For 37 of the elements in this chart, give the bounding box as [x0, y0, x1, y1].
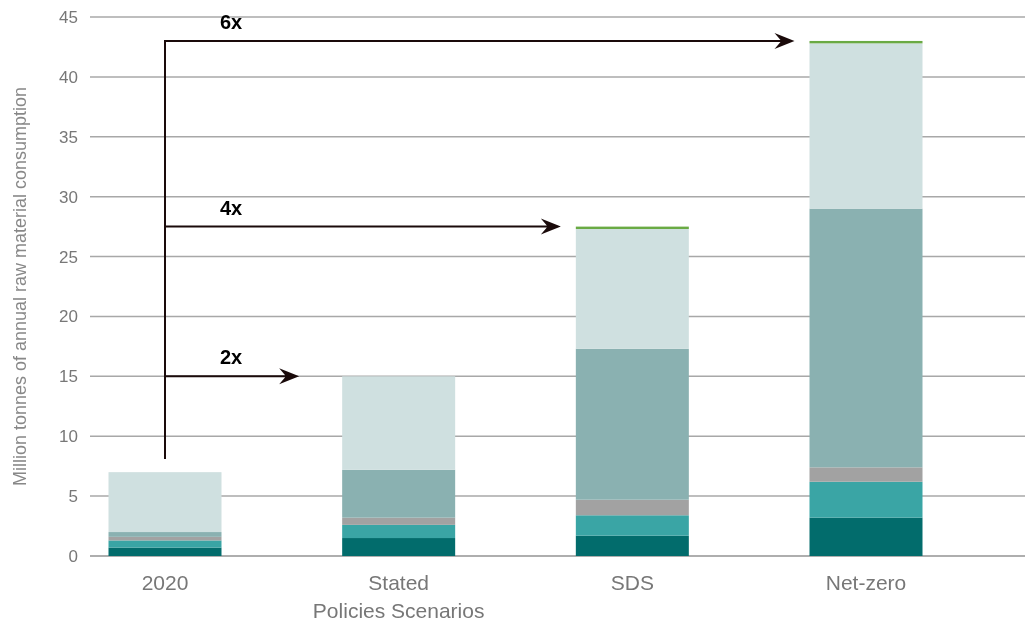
y-tick-label: 25: [59, 247, 78, 267]
x-tick-label: 2020: [141, 571, 189, 594]
bar: [575, 348, 689, 500]
y-tick-label: 35: [59, 127, 78, 147]
bar: [342, 469, 456, 518]
y-tick-label: 45: [59, 8, 78, 27]
y-tick-label: 40: [59, 67, 78, 87]
bar: [575, 535, 689, 556]
bar: [809, 43, 923, 209]
y-tick-label: 15: [59, 367, 78, 387]
bar: [342, 517, 456, 525]
bar: [809, 517, 923, 556]
bar: [108, 547, 222, 556]
x-tick-label: Stated Policies Scenarios: [312, 571, 485, 622]
x-tick-label: SDS: [610, 571, 654, 594]
bar: [108, 540, 222, 548]
bar: [809, 481, 923, 518]
bar: [342, 524, 456, 539]
bar: [575, 229, 689, 349]
y-tick-label: 10: [59, 427, 78, 447]
y-tick-label: 20: [59, 307, 78, 327]
bar: [342, 538, 456, 556]
bar: [809, 467, 923, 482]
annotation: 2x: [220, 346, 243, 369]
y-tick-label: 5: [68, 487, 78, 507]
y-tick-label: 0: [68, 547, 78, 566]
bar: [108, 472, 222, 533]
bar: [575, 499, 689, 516]
bar: [342, 376, 456, 470]
y-axis-title: Million tonnes of annual raw material consumption: [10, 86, 30, 487]
bar: [108, 532, 222, 537]
x-tick-label: Net-zero: [825, 571, 907, 594]
annotation: 4x: [220, 196, 243, 219]
bar: [575, 515, 689, 536]
bar: [809, 208, 923, 468]
y-tick-label: 30: [59, 187, 78, 207]
annotation: 6x: [220, 10, 243, 33]
